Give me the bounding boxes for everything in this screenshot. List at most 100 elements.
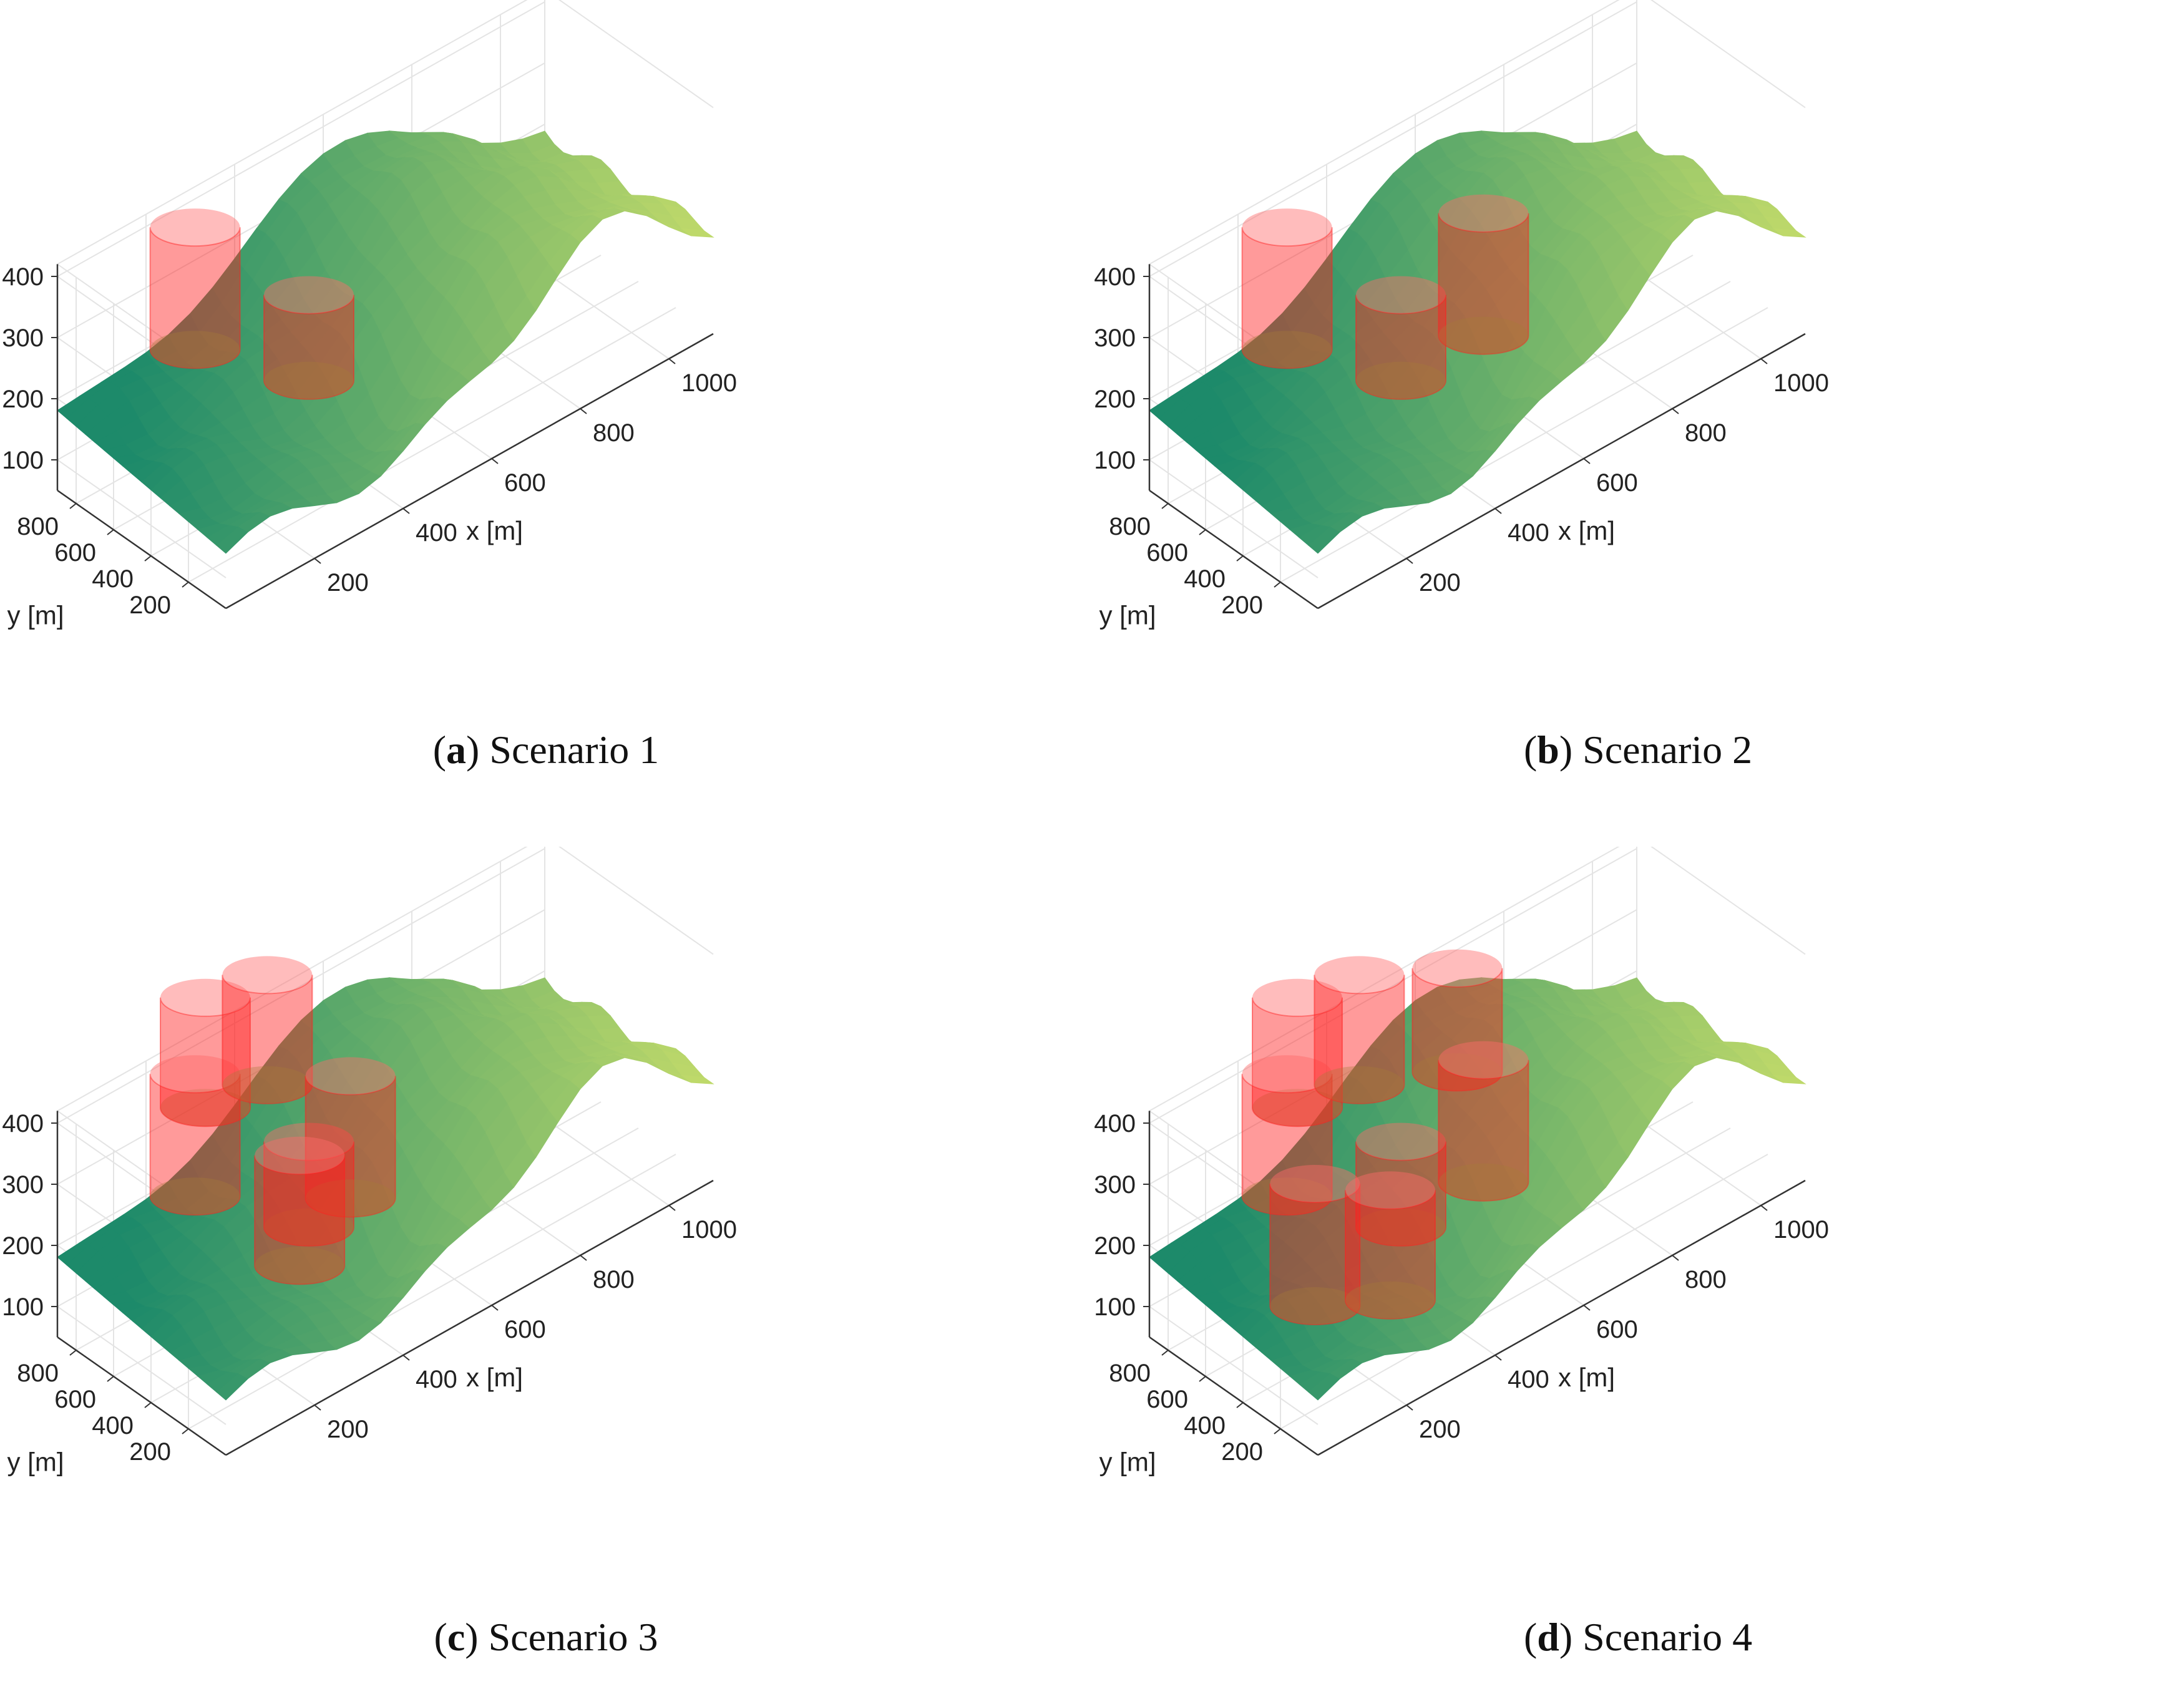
cylinder-top [1412, 949, 1503, 987]
cylinder-top [1242, 1055, 1332, 1093]
pane-edge [1650, 0, 1806, 109]
x-tick-label: 200 [327, 569, 369, 596]
panel-c: 200 400 600 800 1000 200 400 600 800 100 200 300 400… [0, 847, 1092, 1693]
z-tick-label: 400 [2, 263, 44, 291]
cylinder-bottom [1412, 1053, 1503, 1091]
cylinder-bottom [150, 331, 240, 369]
cylinder-bottom [1356, 1208, 1446, 1246]
cylinder-top [305, 1057, 396, 1095]
cylinders [149, 956, 396, 1285]
gridline [1280, 307, 1768, 583]
x-tick-label: 600 [504, 1316, 546, 1343]
x-tick-label: 600 [1596, 1316, 1638, 1343]
x-tick [1406, 558, 1413, 564]
x-axis-line [225, 1179, 714, 1456]
cylinder-body [263, 1141, 354, 1247]
pane-edge [558, 0, 714, 109]
y-tick [1236, 555, 1244, 562]
cylinder-body [1355, 295, 1446, 400]
caption-b: (b) Scenario 2 [1523, 728, 1753, 772]
z-tick-label: 400 [2, 1110, 44, 1137]
z-tick-label: 200 [1094, 1232, 1136, 1260]
cylinder-top [1356, 1122, 1446, 1161]
z-tick-label: 100 [1094, 447, 1136, 474]
cylinder-top [1438, 194, 1529, 232]
x-tick [580, 408, 587, 414]
cylinder-bottom [1345, 1281, 1435, 1319]
cylinder-body [1314, 975, 1405, 1104]
z-tick-label: 300 [1094, 324, 1136, 352]
x-axis-label: x [m] [466, 516, 523, 545]
y-axis-label: y [m] [1099, 601, 1156, 630]
y-tick [182, 1428, 189, 1434]
pane-edge [1149, 847, 1620, 1112]
cylinder-body [254, 1155, 346, 1285]
chart-c: 2004006008001000200400600800100200300400… [2, 847, 737, 1477]
cylinder-body [1355, 1141, 1446, 1247]
cylinder-top [1345, 1171, 1435, 1209]
y-axis-label: y [m] [7, 601, 64, 630]
y-tick-label: 400 [92, 1412, 134, 1439]
x-tick-label: 600 [1596, 469, 1638, 497]
cylinder [305, 1057, 396, 1218]
cylinder-bottom [222, 1066, 313, 1104]
y-axis-line [57, 1336, 227, 1456]
x-axis-line [1317, 333, 1806, 610]
x-tick-label: 1000 [1773, 369, 1829, 397]
z-tick-label: 200 [2, 386, 44, 413]
x-tick-label: 600 [504, 469, 546, 497]
terrain-cell [1772, 1074, 1806, 1084]
y-tick [69, 503, 77, 509]
cylinder-bottom [255, 1247, 345, 1285]
y-tick [144, 555, 152, 562]
z-tick-label: 300 [2, 324, 44, 352]
z-tick-label: 200 [1094, 386, 1136, 413]
y-axis-line [1149, 1336, 1319, 1456]
cylinder [1438, 194, 1529, 355]
terrain-cell [680, 1074, 714, 1084]
cylinder-bottom [1242, 1177, 1332, 1215]
x-tick [1672, 408, 1679, 414]
x-tick-label: 800 [593, 419, 635, 447]
axis-lines [56, 264, 714, 610]
cylinder-top [255, 1136, 345, 1174]
x-tick [314, 558, 321, 564]
cylinder [263, 1122, 354, 1247]
cylinder-body [1438, 213, 1529, 355]
y-tick [107, 529, 114, 535]
x-tick-label: 800 [593, 1266, 635, 1293]
x-tick [402, 508, 410, 514]
cylinder-bottom [1252, 1089, 1342, 1127]
cylinder [149, 1055, 241, 1216]
caption-letter: c [447, 1615, 466, 1659]
cylinder-bottom [1438, 316, 1529, 354]
x-tick [668, 358, 676, 364]
x-tick-label: 1000 [1773, 1216, 1829, 1244]
x-tick-label: 800 [1685, 1266, 1727, 1293]
z-tick-label: 300 [1094, 1171, 1136, 1199]
y-tick-label: 400 [1184, 1412, 1226, 1439]
y-tick-label: 800 [1109, 1360, 1151, 1387]
cylinder-body [1241, 227, 1333, 369]
cylinder [1355, 1122, 1446, 1247]
x-tick-label: 1000 [681, 369, 737, 397]
x-tick [1672, 1255, 1679, 1261]
x-tick-label: 400 [1508, 519, 1549, 547]
x-tick [1583, 458, 1591, 464]
panel-a: 200 400 600 800 1000 200 400 600 800 100 200 300 400… [0, 0, 1092, 847]
y-tick-label: 600 [1146, 1386, 1188, 1413]
y-tick [107, 1376, 114, 1382]
cylinder-bottom [305, 1179, 396, 1217]
cylinder-top [1270, 1165, 1360, 1202]
y-tick-label: 400 [92, 565, 134, 593]
y-axis-line [1149, 489, 1319, 610]
cylinder [1241, 1055, 1333, 1216]
z-tick-label: 400 [1094, 1110, 1136, 1137]
cylinder-body [305, 1076, 396, 1218]
cylinder-top [264, 1122, 354, 1161]
caption-c: (c) Scenario 3 [434, 1615, 658, 1659]
y-tick [1199, 529, 1206, 535]
cylinder-body [263, 295, 354, 400]
y-tick-label: 800 [17, 1360, 59, 1387]
